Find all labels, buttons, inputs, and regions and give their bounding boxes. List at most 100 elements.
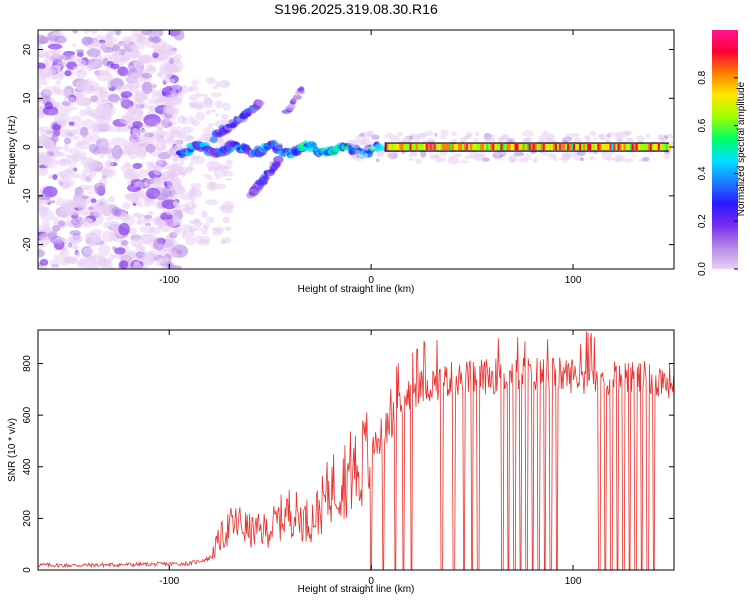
spectrogram-cell [576, 150, 587, 156]
carrier-cell [423, 144, 427, 151]
spectrogram-cell [108, 196, 116, 203]
carrier-cell [413, 144, 417, 151]
spectrogram-cell [448, 155, 456, 160]
spectrogram-cell [117, 66, 129, 77]
spectrogram-cell [152, 36, 162, 44]
carrier-cell [627, 144, 631, 151]
spectrogram-cell [522, 130, 534, 137]
spectrogram-cell [56, 120, 67, 125]
colorbar-tick-label: 0.2 [697, 214, 708, 228]
spectrogram-cell [54, 35, 67, 44]
spectrogram-cell [360, 136, 367, 144]
spectrogram-cell [41, 220, 51, 229]
spectrogram-cell [145, 118, 159, 127]
carrier-cell [486, 144, 490, 151]
spectrogram-cell [89, 159, 99, 170]
spectrogram-cell [550, 134, 554, 137]
spectrogram-cell [135, 146, 147, 157]
spectrogram-cell [206, 216, 215, 223]
spectrogram-cell [222, 200, 235, 211]
spectrogram-cell [295, 95, 302, 100]
spectrogram-cell [65, 54, 74, 59]
spectrogram-cell [38, 85, 42, 90]
carrier-cell [542, 144, 546, 151]
spectrogram-cell [170, 186, 181, 196]
spectrogram-cell [141, 81, 153, 95]
carrier-cell [441, 144, 445, 151]
carrier-cell [556, 144, 561, 151]
spectrogram-cell [98, 244, 111, 257]
carrier-cell [639, 144, 643, 151]
snr-x-tick-label: 0 [368, 576, 374, 587]
spectrogram-cell [110, 137, 127, 147]
spectrogram-cell [346, 139, 357, 146]
spectrogram-cell [619, 130, 630, 138]
spectrogram-cell [40, 209, 55, 222]
spectrogram-cell [171, 93, 179, 100]
spectrogram-cell [201, 210, 208, 218]
spectrogram-cell [153, 237, 165, 251]
spectrogram-cell [72, 66, 79, 70]
spectrogram-cell [66, 166, 76, 175]
carrier-cell [577, 144, 581, 151]
spectrogram-cell [217, 229, 223, 235]
spectrogram-cell [589, 156, 595, 161]
spectrogram-cell [490, 134, 496, 138]
spectrogram-cell [122, 149, 132, 156]
carrier-cell [544, 144, 548, 151]
carrier-cell [575, 144, 579, 151]
spectrogram-cell [128, 227, 137, 235]
spectrogram-cell [72, 30, 79, 34]
spectrogram-cell [614, 136, 624, 142]
spectrogram-cell [70, 135, 81, 141]
spectrogram-cell [187, 86, 195, 91]
spectrogram-cell [88, 206, 94, 210]
carrier-cell [464, 144, 468, 151]
spectrogram-cell [56, 73, 64, 78]
spectrogram-cell [190, 155, 205, 164]
spectrogram-cell [420, 149, 427, 158]
carrier-cell [478, 144, 482, 151]
spectrogram-cell [180, 87, 189, 94]
spectrogram-cell [67, 242, 73, 248]
carrier-cell [649, 144, 653, 151]
spectrogram-cell [523, 139, 530, 143]
spectrogram-cell [631, 154, 636, 157]
spectrogram-cell [105, 30, 114, 39]
spectrogram-cell [166, 238, 173, 242]
spectrogram-cell [534, 156, 538, 162]
spectrogram-cell [188, 187, 200, 194]
carrier-cell [500, 144, 504, 151]
spectrogram-cell [214, 100, 224, 109]
spectrogram-cell [130, 237, 144, 248]
spectrogram-cell [173, 216, 181, 222]
carrier-cell [651, 144, 655, 151]
spectrogram-cell [77, 260, 86, 266]
spectrogram-cell [107, 94, 120, 103]
carrier-cell [522, 144, 526, 151]
spectrogram-cell [122, 140, 138, 153]
carrier-cell [635, 144, 639, 151]
spectrogram-cell [114, 60, 119, 64]
carrier-cell [393, 144, 397, 151]
spectrogram-cell [215, 81, 222, 87]
spectrogram-cell [110, 30, 115, 33]
spectrogram-cell [170, 83, 182, 90]
spectrogram-cell [207, 123, 215, 127]
spectrogram-cell [44, 101, 53, 110]
spectrogram-cell [176, 92, 184, 96]
spectrogram-cell [90, 198, 97, 204]
spectrogram-cell [189, 94, 200, 102]
spectrogram-cell [189, 196, 196, 202]
carrier-cell [437, 144, 441, 151]
spectrogram-cell [463, 160, 469, 164]
spectrogram-cell [64, 129, 77, 137]
spectrogram-cell [118, 260, 129, 269]
spectrogram-cell [167, 196, 173, 200]
spectrogram-cell [92, 204, 103, 217]
spectrogram-cell [47, 231, 58, 241]
spectrogram-cell [61, 174, 69, 180]
spectrogram-cell [205, 199, 218, 206]
spectrogram-cell [363, 146, 370, 151]
spectrogram-cell [145, 64, 154, 71]
